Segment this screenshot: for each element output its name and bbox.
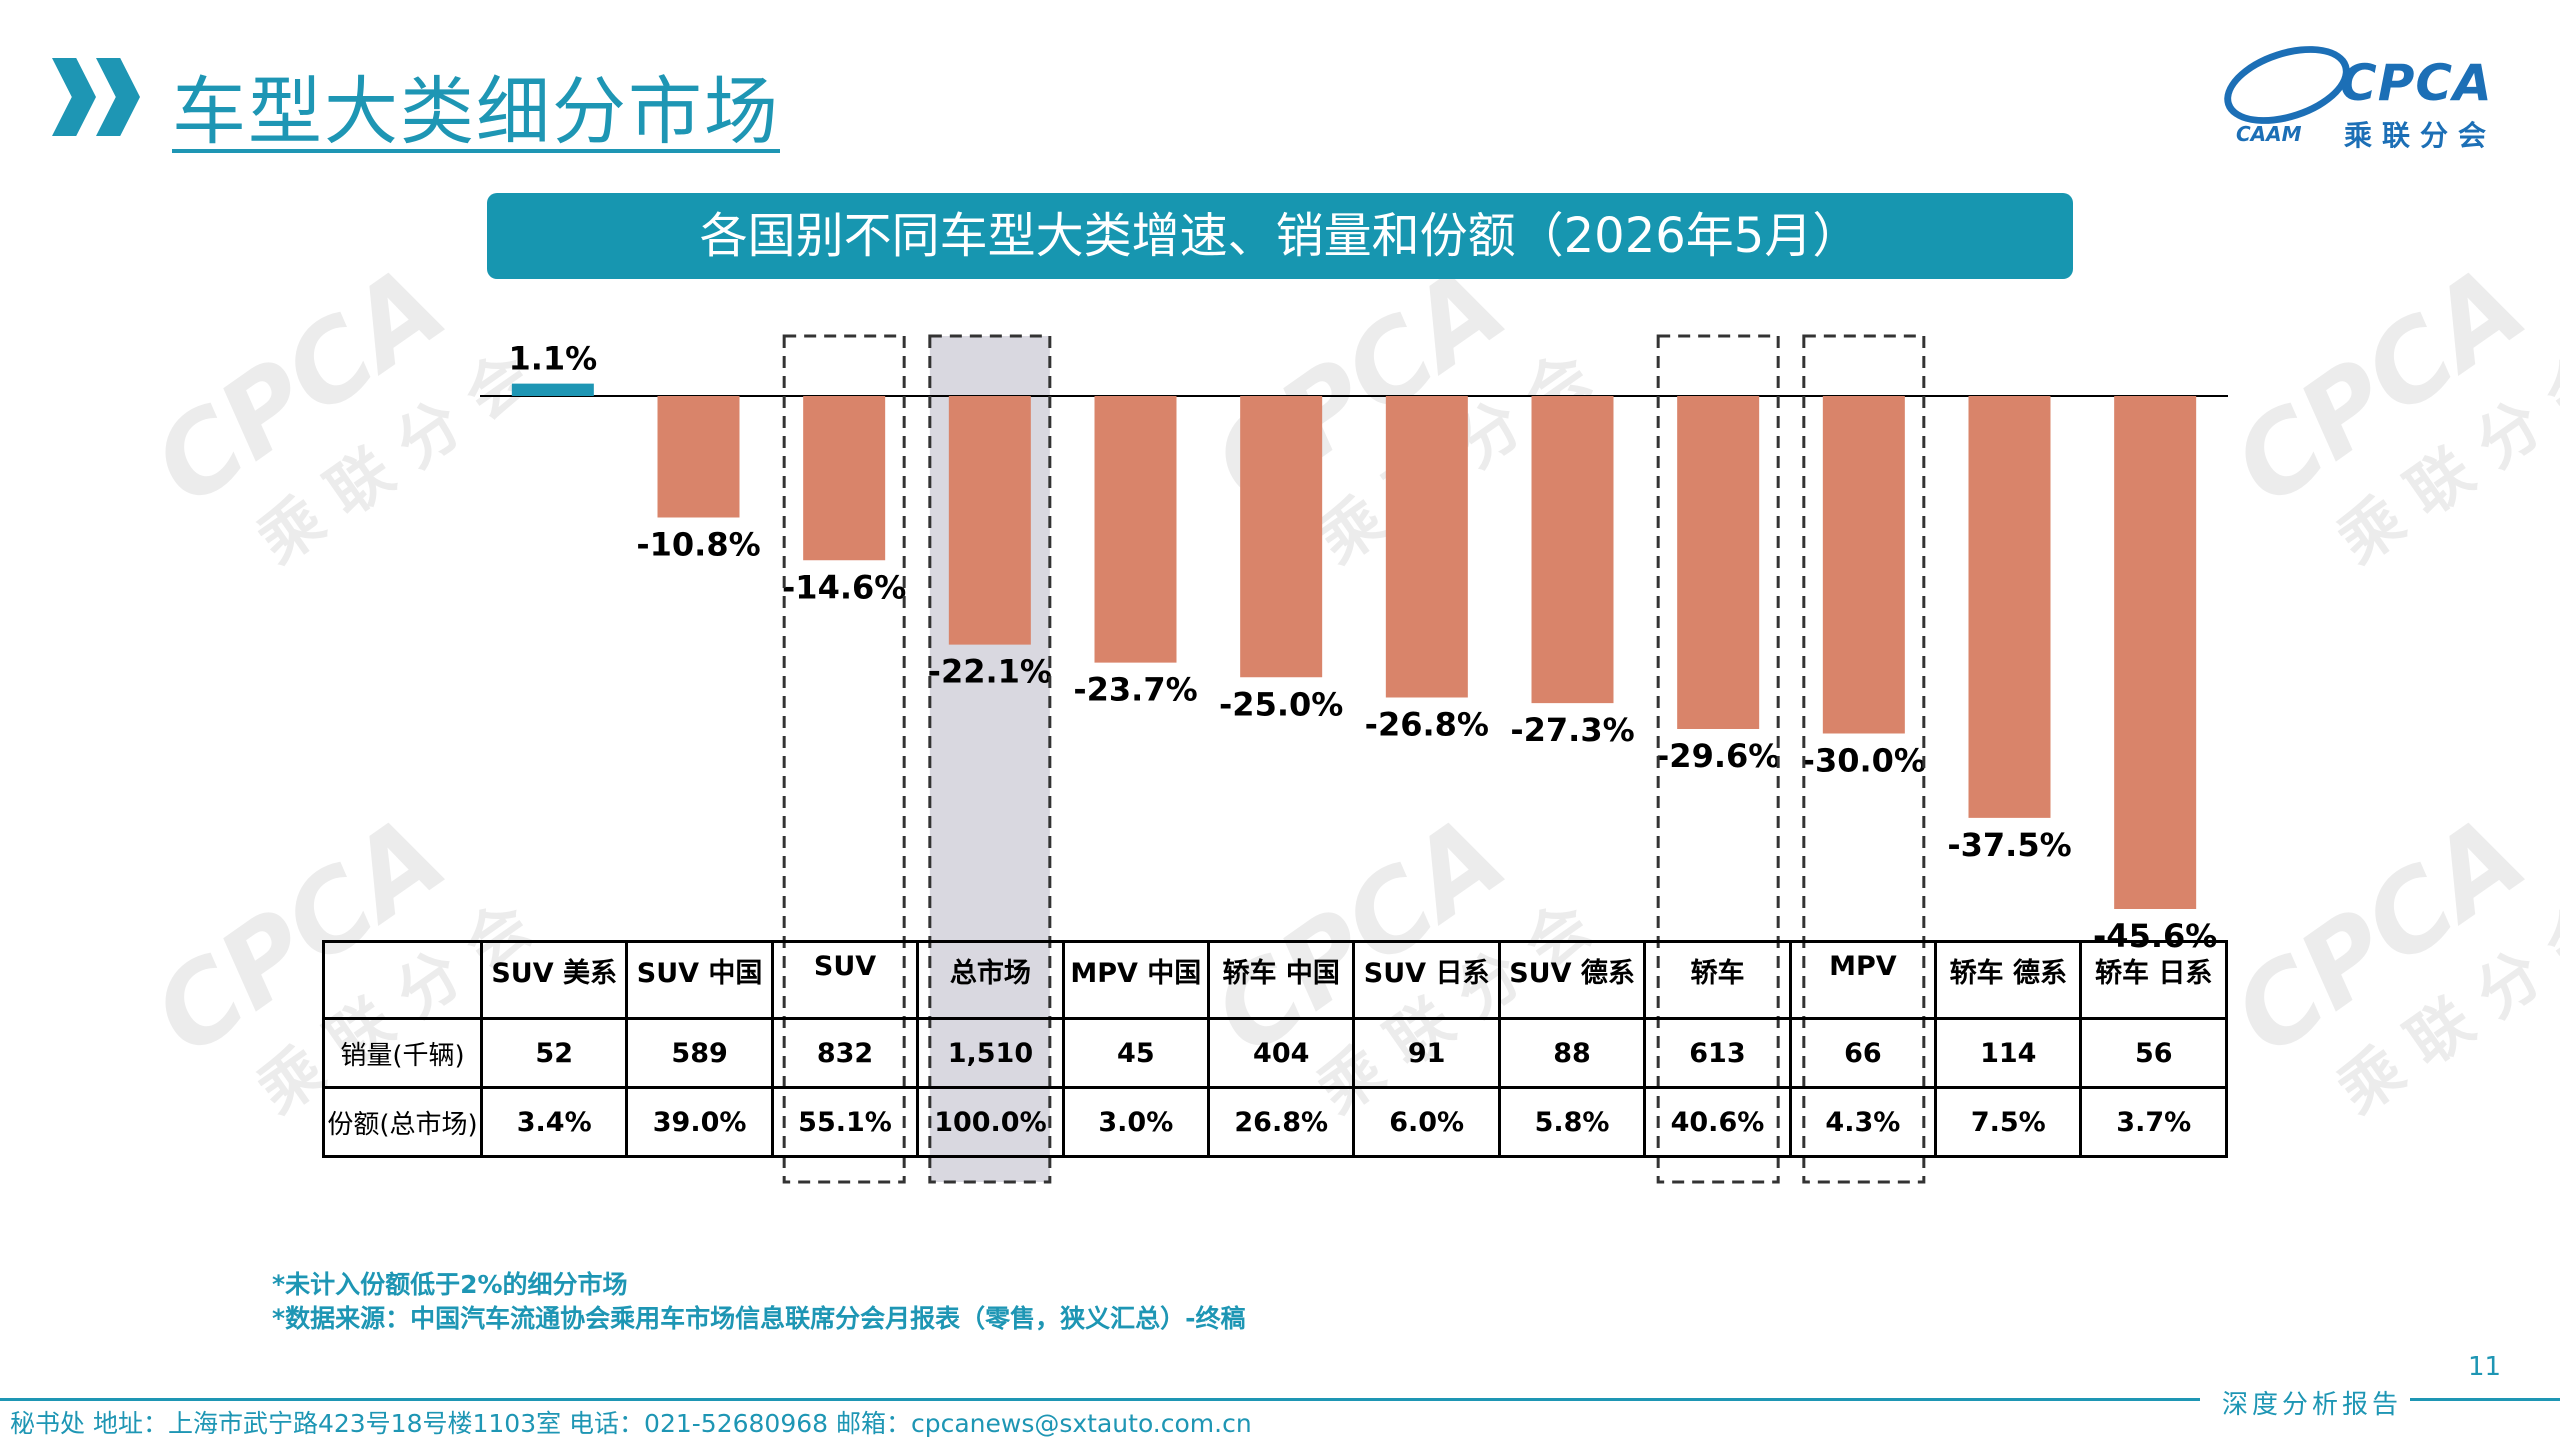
logo-sub-text: CAAM xyxy=(2236,122,2302,146)
row-label: 份额(总市场) xyxy=(322,1086,483,1158)
bar xyxy=(2114,396,2197,909)
table-row: 份额(总市场) 3.4% 39.0% 55.1% 100.0% 3.0% 26.8% 6.0%… xyxy=(322,1086,2228,1158)
category-label: SUV 中国 xyxy=(625,940,774,1020)
page-title: 车型大类细分市场 xyxy=(172,69,780,155)
bar xyxy=(1822,396,1905,734)
table-cell: 3.4% xyxy=(479,1086,629,1158)
category-label: SUV 德系 xyxy=(1497,940,1647,1020)
table-cell: 3.7% xyxy=(2079,1086,2228,1158)
note-line: *数据来源：中国汽车流通协会乘用车市场信息联席分会月报表（零售，狭义汇总）-终稿 xyxy=(272,1304,1246,1333)
table-cell: 1,510 xyxy=(916,1017,1065,1089)
category-label: MPV xyxy=(1788,940,1938,1020)
bar xyxy=(1677,396,1760,729)
category-label: MPV 中国 xyxy=(1061,940,1211,1020)
data-table: SUV 美系 SUV 中国 SUV 总市场 MPV 中国 轿车 中国 SUV 日系 SUV 德… xyxy=(322,940,2228,1158)
data-label: -37.5% xyxy=(1947,826,2071,864)
data-label: -10.8% xyxy=(636,526,760,564)
table-cell: 26.8% xyxy=(1207,1086,1356,1158)
note-line: *未计入份额低于2%的细分市场 xyxy=(272,1270,628,1299)
table-cell: 114 xyxy=(1934,1017,2083,1089)
table-corner xyxy=(322,940,483,1020)
logo-text: CPCA xyxy=(2340,54,2493,112)
footer-divider xyxy=(2410,1398,2560,1401)
bar xyxy=(511,383,594,396)
highlight-box xyxy=(782,334,906,1184)
cpca-logo: CPCA 乘联分会 CAAM xyxy=(2214,31,2522,156)
data-label: -29.6% xyxy=(1656,737,1780,775)
table-cell: 55.1% xyxy=(770,1086,920,1158)
category-label: SUV 日系 xyxy=(1352,940,1501,1020)
row-label: 销量(千辆) xyxy=(322,1017,483,1089)
highlight-box xyxy=(1656,334,1780,1184)
data-label: -22.1% xyxy=(928,653,1052,691)
bar xyxy=(657,396,740,518)
data-label: -14.6% xyxy=(782,568,906,606)
chart-title: 各国别不同车型大类增速、销量和份额（2026年5月） xyxy=(487,193,2073,279)
category-label: 轿车 日系 xyxy=(2079,940,2228,1020)
data-label: -26.8% xyxy=(1365,706,1489,744)
data-label: 1.1% xyxy=(508,340,597,378)
table-cell: 589 xyxy=(625,1017,774,1089)
table-row: 销量(千辆) 52 589 832 1,510 45 404 91 88 613 66 114 56 xyxy=(322,1017,2228,1089)
logo-cn-text: 乘联分会 xyxy=(2344,119,2497,152)
data-label: -30.0% xyxy=(1802,742,1926,780)
category-label: 轿车 德系 xyxy=(1934,940,2083,1020)
table-cell: 6.0% xyxy=(1352,1086,1501,1158)
bar xyxy=(948,396,1031,645)
table-cell: 45 xyxy=(1061,1017,1211,1089)
table-cell: 5.8% xyxy=(1497,1086,1647,1158)
table-cell: 100.0% xyxy=(916,1086,1065,1158)
data-label: -23.7% xyxy=(1073,671,1197,709)
notes: *未计入份额低于2%的细分市场 *数据来源：中国汽车流通协会乘用车市场信息联席分… xyxy=(272,1268,1245,1336)
category-label: SUV 美系 xyxy=(479,940,629,1020)
bar xyxy=(1240,396,1323,678)
page-number: 11 xyxy=(2468,1352,2502,1382)
highlight-box xyxy=(928,334,1052,1184)
data-label: -25.0% xyxy=(1219,685,1343,723)
bar xyxy=(803,396,886,561)
highlight-box xyxy=(1802,334,1926,1184)
bar xyxy=(1094,396,1177,663)
table-cell: 3.0% xyxy=(1061,1086,1211,1158)
footer-divider xyxy=(0,1398,2200,1401)
table-cell: 7.5% xyxy=(1934,1086,2083,1158)
table-cell: 39.0% xyxy=(625,1086,774,1158)
table-cell: 613 xyxy=(1643,1017,1792,1089)
data-label: -27.3% xyxy=(1510,711,1634,749)
table-cell: 832 xyxy=(770,1017,920,1089)
table-cell: 56 xyxy=(2079,1017,2228,1089)
table-cell: 91 xyxy=(1352,1017,1501,1089)
category-label: 轿车 中国 xyxy=(1207,940,1356,1020)
table-cell: 88 xyxy=(1497,1017,1647,1089)
bar xyxy=(1385,396,1468,698)
bar xyxy=(1531,396,1614,704)
category-label: 总市场 xyxy=(916,940,1065,1020)
table-cell: 66 xyxy=(1788,1017,1938,1089)
footer-contact: 秘书处 地址：上海市武宁路423号18号楼1103室 电话：021-526809… xyxy=(10,1409,1252,1438)
table-header-row: SUV 美系 SUV 中国 SUV 总市场 MPV 中国 轿车 中国 SUV 日系 SUV 德… xyxy=(322,940,2228,1020)
category-label: 轿车 xyxy=(1643,940,1792,1020)
table-cell: 404 xyxy=(1207,1017,1356,1089)
category-label: SUV xyxy=(770,940,920,1020)
table-cell: 40.6% xyxy=(1643,1086,1792,1158)
table-cell: 4.3% xyxy=(1788,1086,1938,1158)
bar xyxy=(1968,396,2051,818)
table-cell: 52 xyxy=(479,1017,629,1089)
footer-tag: 深度分析报告 xyxy=(2222,1390,2403,1420)
